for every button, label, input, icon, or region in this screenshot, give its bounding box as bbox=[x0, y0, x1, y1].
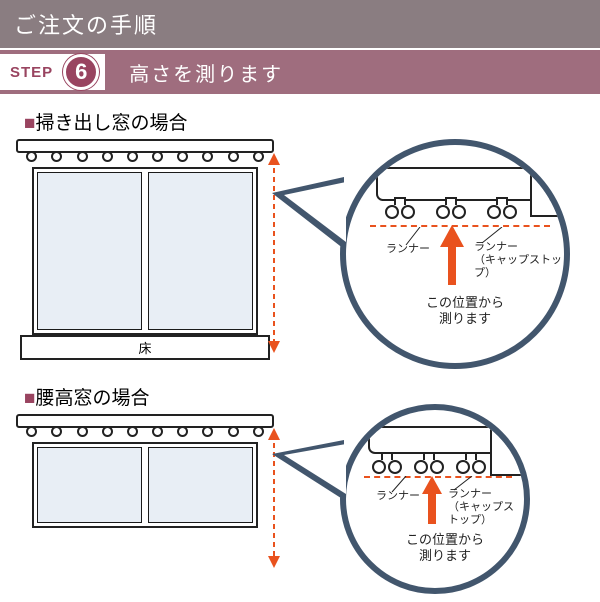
section-2-row: ランナー ランナー（キャップストップ） この位置から測ります bbox=[10, 414, 590, 594]
header-title: ご注文の手順 bbox=[14, 13, 158, 38]
callout-1: ランナー ランナー（キャップストップ） この位置から測ります bbox=[300, 139, 580, 369]
floor-label: 床 bbox=[20, 335, 270, 360]
pane bbox=[148, 447, 253, 523]
label-line bbox=[478, 227, 538, 247]
window-diagram-half bbox=[10, 414, 280, 528]
runners bbox=[382, 197, 520, 219]
step-badge: STEP 6 bbox=[0, 54, 105, 90]
pane bbox=[37, 447, 142, 523]
runner bbox=[433, 197, 468, 219]
up-arrow-icon bbox=[440, 225, 464, 285]
runner bbox=[372, 452, 402, 474]
callout-2: ランナー ランナー（キャップストップ） この位置から測ります bbox=[300, 414, 580, 594]
window-full bbox=[32, 167, 258, 335]
runner bbox=[414, 452, 444, 474]
runner bbox=[382, 197, 417, 219]
window-diagram-full: 床 bbox=[10, 139, 280, 360]
step-bar: STEP 6 高さを測ります bbox=[0, 50, 600, 94]
runner bbox=[456, 452, 486, 474]
step-label: STEP bbox=[0, 60, 59, 85]
callout-circle: ランナー ランナー（キャップストップ） この位置から測ります bbox=[340, 139, 570, 369]
runner bbox=[485, 197, 520, 219]
label-line bbox=[402, 227, 442, 247]
step-title: 高さを測ります bbox=[129, 58, 283, 87]
runners bbox=[372, 452, 484, 474]
curtain-rings bbox=[10, 151, 280, 162]
callout-circle: ランナー ランナー（キャップストップ） この位置から測ります bbox=[340, 404, 530, 594]
label-line bbox=[454, 476, 504, 494]
step-number: 6 bbox=[63, 54, 99, 90]
square-icon: ■ bbox=[24, 388, 35, 409]
measure-msg: この位置から測ります bbox=[402, 532, 488, 563]
rail-zoom bbox=[376, 167, 566, 201]
measure-msg: この位置から測ります bbox=[420, 295, 510, 326]
pane bbox=[148, 172, 253, 330]
section-1-title: ■掃き出し窓の場合 bbox=[24, 108, 590, 135]
square-icon: ■ bbox=[24, 113, 35, 134]
content: ■掃き出し窓の場合 床 bbox=[0, 94, 600, 602]
section-2-title: ■腰高窓の場合 bbox=[24, 383, 590, 410]
rail-zoom bbox=[368, 426, 526, 454]
pane bbox=[37, 172, 142, 330]
section-1-row: 床 ランナー bbox=[10, 139, 590, 369]
label-line bbox=[390, 476, 430, 494]
page-header: ご注文の手順 bbox=[0, 0, 600, 48]
window-half bbox=[32, 442, 258, 528]
callout-pointer-inner bbox=[284, 182, 346, 242]
callout-pointer-inner bbox=[284, 444, 346, 494]
curtain-rings bbox=[10, 426, 280, 437]
